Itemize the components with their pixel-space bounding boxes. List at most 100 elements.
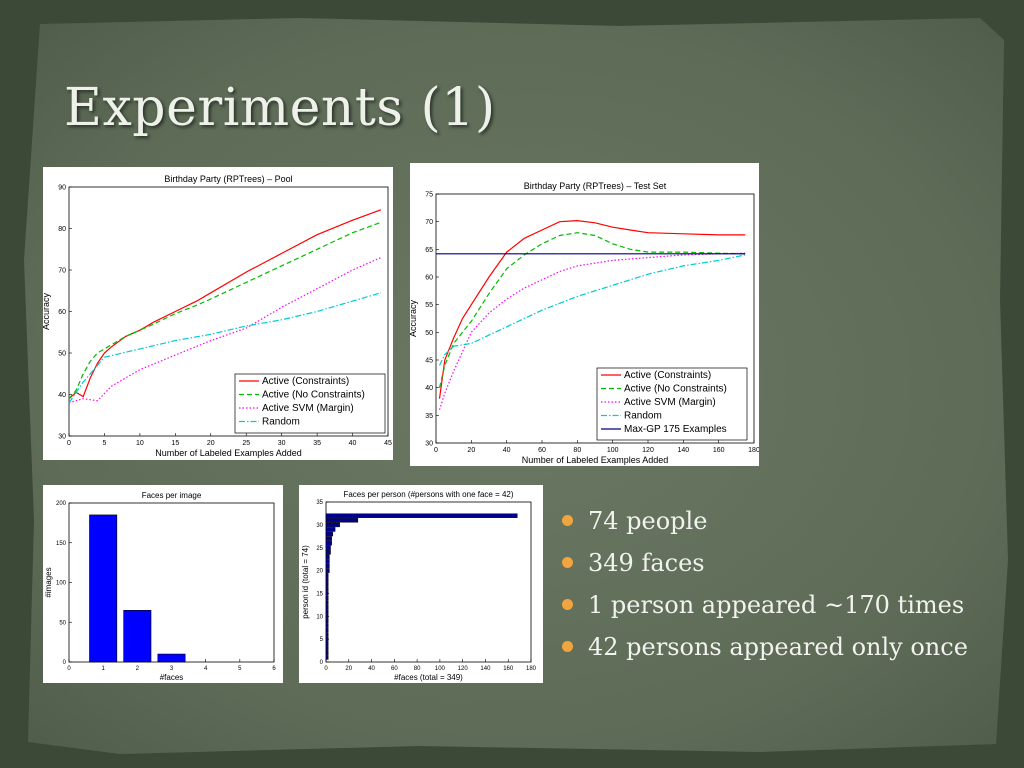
bar <box>325 600 329 605</box>
bar <box>325 577 329 582</box>
series-line <box>68 257 382 404</box>
bar <box>325 550 331 555</box>
x-axis-label: #faces <box>160 673 184 682</box>
bar <box>325 568 330 573</box>
x-tick-label: 140 <box>677 447 689 454</box>
x-axis-label: #faces (total = 349) <box>394 673 463 682</box>
bar <box>325 536 332 541</box>
series-line <box>68 221 382 400</box>
series-line <box>438 232 746 388</box>
bar <box>325 586 329 592</box>
x-tick-label: 2 <box>136 666 140 672</box>
x-tick-label: 20 <box>207 440 215 447</box>
y-tick-label: 10 <box>316 614 323 620</box>
legend-entry: Random <box>262 417 300 428</box>
bar <box>325 646 329 651</box>
x-tick-label: 4 <box>204 666 208 672</box>
bullet-dot-icon <box>562 599 573 610</box>
y-tick-label: 50 <box>425 330 433 337</box>
legend-entry: Active (No Constraints) <box>624 384 727 395</box>
y-axis-label: Accuracy <box>410 299 418 337</box>
bar <box>325 513 518 518</box>
series-line <box>68 292 382 404</box>
x-tick-label: 20 <box>345 666 352 672</box>
pool-accuracy-chart: 0 5 10 15 20 25 30 35 40 45 30 40 50 60 70 80 90 Birthday… <box>43 167 393 460</box>
y-tick-label: 5 <box>320 637 324 643</box>
series-line <box>68 209 382 400</box>
bullet-item: 42 persons appeared only once <box>560 626 968 668</box>
bar <box>89 514 118 663</box>
x-tick-label: 180 <box>748 447 759 454</box>
bar <box>325 582 329 587</box>
bar <box>325 531 334 537</box>
bar <box>325 540 332 546</box>
y-tick-label: 40 <box>425 385 433 392</box>
y-axis-label: Accuracy <box>43 292 51 330</box>
y-tick-label: 90 <box>58 184 66 191</box>
faces-per-person-chart: 0 20 40 60 80 100 120 140 160 180 0 5 10 15 20 25 30 35 Fa… <box>299 485 543 683</box>
x-tick-label: 6 <box>272 666 276 672</box>
chart-title: Birthday Party (RPTrees) – Pool <box>164 174 292 184</box>
faces-per-image-chart: 0 1 2 3 4 5 6 0 50 100 150 200 Faces per image #faces… <box>43 485 283 683</box>
bullet-dot-icon <box>562 515 573 526</box>
x-tick-label: 120 <box>458 666 469 672</box>
y-tick-label: 70 <box>58 267 66 274</box>
bar <box>325 518 359 523</box>
x-tick-label: 1 <box>101 666 105 672</box>
bar <box>325 559 330 564</box>
y-axis-label: #images <box>44 567 53 597</box>
y-tick-label: 40 <box>58 392 66 399</box>
bullet-list: 74 people 349 faces 1 person appeared ~1… <box>560 500 968 668</box>
chart-title: Faces per person (#persons with one face… <box>343 490 513 499</box>
x-tick-label: 120 <box>642 447 654 454</box>
y-tick-label: 35 <box>425 413 433 420</box>
y-axis-label: person id (total = 74) <box>301 545 310 619</box>
y-tick-label: 30 <box>316 523 323 529</box>
y-tick-label: 60 <box>425 274 433 281</box>
bar <box>325 636 329 642</box>
x-tick-label: 60 <box>538 447 546 454</box>
y-tick-label: 30 <box>58 433 66 440</box>
bar <box>325 604 329 610</box>
y-tick-label: 20 <box>316 569 323 575</box>
bar <box>325 655 329 660</box>
x-tick-label: 10 <box>136 440 144 447</box>
x-tick-label: 80 <box>414 666 421 672</box>
x-tick-label: 0 <box>67 440 71 447</box>
bar <box>325 554 330 560</box>
bullet-dot-icon <box>562 557 573 568</box>
x-tick-label: 40 <box>503 447 511 454</box>
x-tick-label: 5 <box>102 440 106 447</box>
y-tick-label: 200 <box>56 501 67 507</box>
bar <box>325 545 331 550</box>
y-tick-label: 0 <box>63 660 67 666</box>
x-tick-label: 45 <box>384 440 392 447</box>
x-tick-label: 20 <box>467 447 475 454</box>
series-line <box>438 219 746 399</box>
y-tick-label: 35 <box>316 500 323 506</box>
bar <box>325 609 329 614</box>
x-tick-label: 0 <box>67 666 71 672</box>
y-tick-label: 45 <box>425 357 433 364</box>
test-set-accuracy-chart: 0 20 40 60 80 100 120 140 160 180 30 35 40 45 50 55 60 65… <box>410 163 759 466</box>
legend-box <box>596 367 748 441</box>
slide-title: Experiments (1) <box>64 78 496 138</box>
bar <box>325 527 336 532</box>
x-tick-label: 60 <box>391 666 398 672</box>
y-tick-label: 55 <box>425 302 433 309</box>
x-tick-label: 80 <box>573 447 581 454</box>
y-tick-label: 50 <box>58 350 66 357</box>
y-tick-label: 70 <box>425 219 433 226</box>
x-tick-label: 15 <box>171 440 179 447</box>
y-tick-label: 60 <box>58 309 66 316</box>
legend-box <box>234 373 386 434</box>
legend-entry: Active (No Constraints) <box>262 390 365 401</box>
chart-title: Birthday Party (RPTrees) – Test Set <box>524 181 667 191</box>
x-axis-label: Number of Labeled Examples Added <box>522 455 669 465</box>
bar <box>123 610 152 663</box>
x-tick-label: 180 <box>526 666 537 672</box>
bar <box>325 563 330 569</box>
x-tick-label: 40 <box>349 440 357 447</box>
bullet-item: 74 people <box>560 500 968 542</box>
